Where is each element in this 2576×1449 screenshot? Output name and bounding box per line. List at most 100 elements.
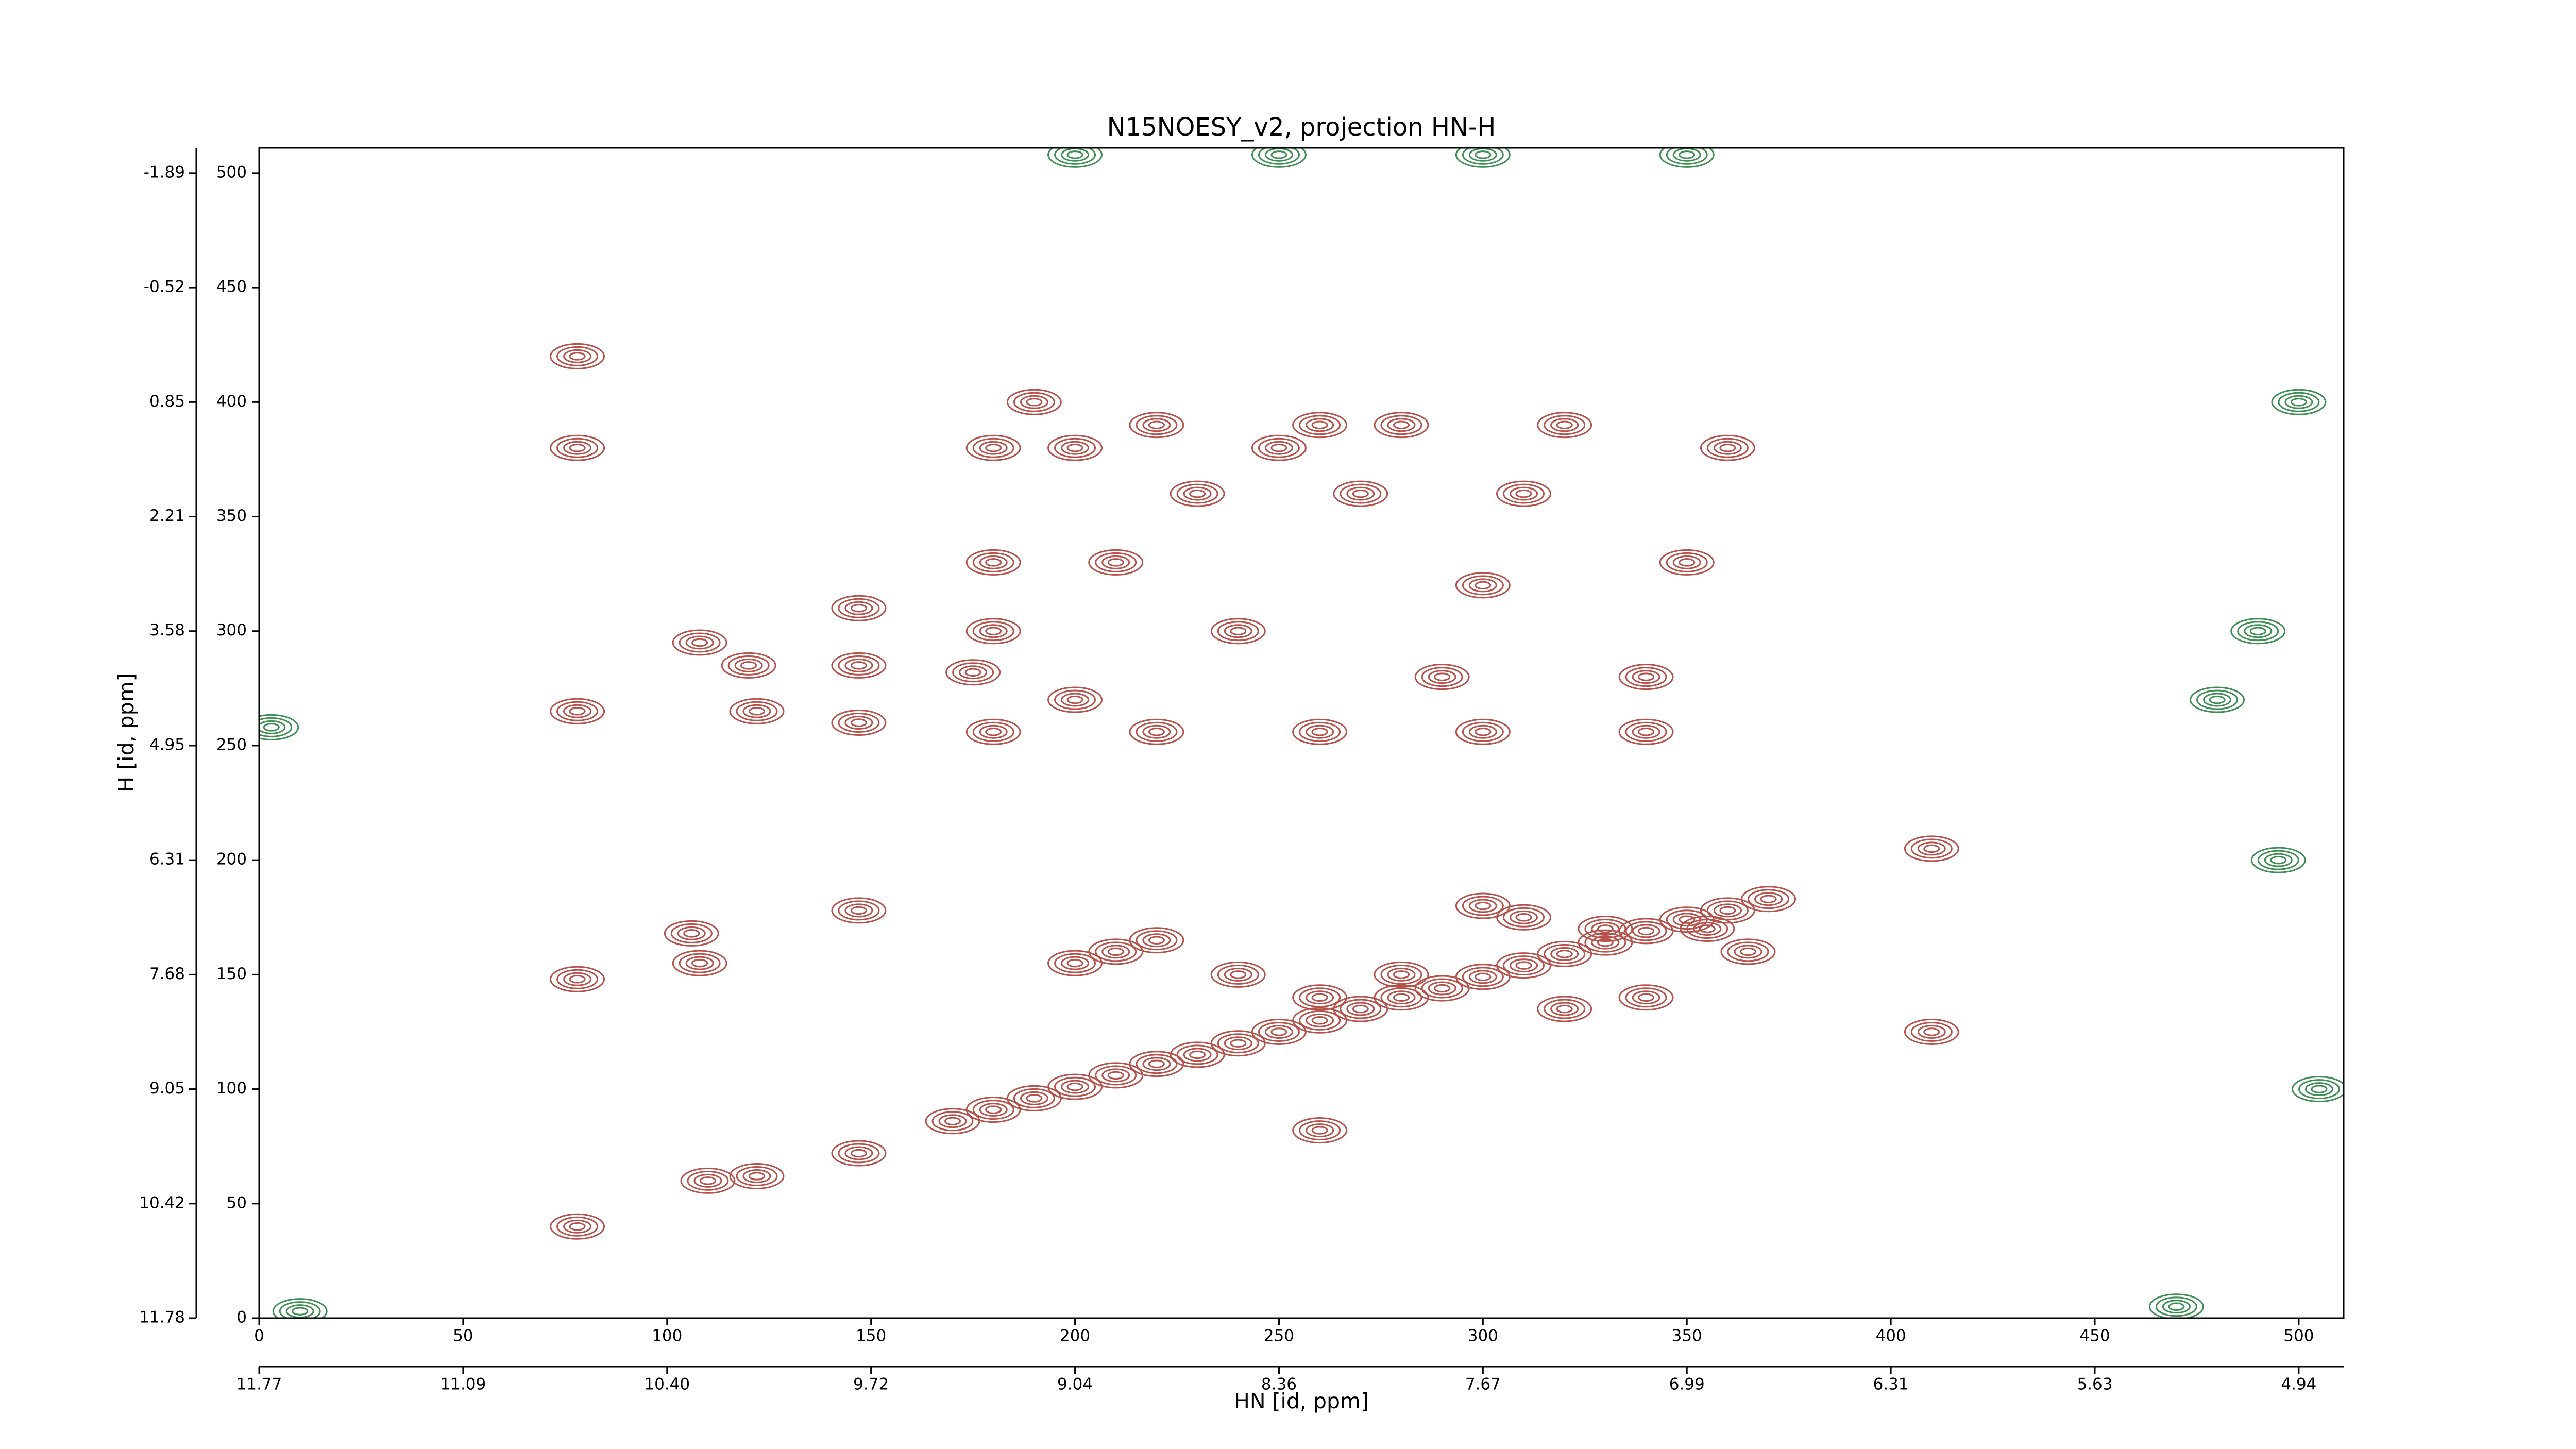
- peak: [945, 659, 1001, 686]
- contour-ring: [1632, 990, 1660, 1005]
- contour-ring: [1148, 1059, 1165, 1068]
- contour-ring: [664, 920, 719, 947]
- contour-ring: [1026, 1094, 1043, 1103]
- contour-ring: [844, 1146, 873, 1160]
- contour-ring: [1591, 921, 1620, 936]
- y-tick-label: 350: [216, 507, 247, 525]
- x-tick-label: 400: [1876, 1327, 1906, 1345]
- peak: [1537, 412, 1592, 439]
- contour-ring: [742, 704, 771, 718]
- contour-ring: [1713, 441, 1742, 455]
- contour-ring: [1054, 1076, 1096, 1097]
- x2-tick-label: 6.99: [1669, 1375, 1705, 1394]
- contour-ring: [1597, 938, 1614, 947]
- contour-ring: [1910, 838, 1953, 859]
- peak: [1088, 938, 1144, 965]
- contour-ring: [2311, 1085, 2328, 1093]
- contour-ring: [1720, 938, 1776, 965]
- contour-ring: [1910, 1021, 1953, 1042]
- peak: [2148, 1293, 2204, 1318]
- contour-ring: [1455, 964, 1511, 990]
- contour-ring: [1148, 728, 1165, 736]
- y-tick-label: 300: [216, 621, 247, 639]
- contour-ring: [1299, 1010, 1341, 1031]
- contour-ring: [850, 1149, 867, 1158]
- contour-ring: [985, 1105, 1002, 1114]
- contour-ring: [569, 1222, 586, 1231]
- contour-ring: [1346, 486, 1375, 501]
- contour-ring: [2155, 1296, 2197, 1317]
- contour-ring: [1054, 689, 1096, 710]
- contour-ring: [1455, 572, 1511, 599]
- contour-ring: [2292, 1076, 2344, 1103]
- y2-tick-label: 4.95: [149, 735, 185, 754]
- contour-ring: [1311, 1016, 1328, 1025]
- contour-ring: [850, 604, 867, 613]
- contour-ring: [1637, 926, 1655, 936]
- contour-ring: [1217, 621, 1259, 642]
- contour-ring: [683, 929, 700, 938]
- contour-ring: [1706, 900, 1749, 921]
- peak: [729, 1162, 785, 1189]
- contour-ring: [1741, 886, 1797, 913]
- contour-ring: [1095, 552, 1137, 572]
- contour-ring: [259, 714, 299, 740]
- contour-ring: [1618, 664, 1674, 690]
- contour-ring: [1387, 967, 1416, 982]
- contour-ring: [1148, 936, 1165, 945]
- contour-ring: [964, 668, 981, 677]
- contour-ring: [685, 635, 714, 650]
- contour-ring: [1230, 970, 1247, 979]
- contour-ring: [1475, 581, 1492, 590]
- contour-ring: [1311, 993, 1328, 1002]
- peak: [1251, 1018, 1307, 1045]
- peak: [1047, 686, 1103, 713]
- contour-ring: [965, 1097, 1021, 1123]
- x2-tick-label: 5.63: [2077, 1375, 2112, 1394]
- contour-ring: [838, 713, 880, 733]
- contour-ring: [1061, 441, 1090, 455]
- contour-ring: [2237, 621, 2279, 642]
- contour-ring: [1632, 924, 1660, 938]
- peak: [1455, 892, 1511, 919]
- contour-ring: [1352, 1004, 1369, 1014]
- contour-ring: [1061, 1080, 1090, 1094]
- contour-ring: [727, 655, 770, 676]
- contour-ring: [1462, 896, 1504, 916]
- peak: [1129, 412, 1184, 439]
- contour-ring: [965, 549, 1021, 576]
- contour-ring: [1468, 578, 1497, 593]
- contour-ring: [1727, 941, 1769, 962]
- contour-ring: [985, 728, 1002, 736]
- peak: [1618, 664, 1674, 690]
- contour-ring: [1066, 695, 1083, 704]
- contour-ring: [1311, 420, 1328, 429]
- contour-ring: [1129, 927, 1184, 954]
- contour-ring: [1210, 961, 1266, 988]
- contour-ring: [1346, 1002, 1375, 1016]
- contour-ring: [721, 652, 776, 679]
- contour-ring: [1496, 904, 1552, 931]
- contour-ring: [972, 1100, 1014, 1120]
- contour-ring: [965, 618, 1021, 645]
- contour-ring: [1455, 718, 1511, 745]
- x2-tick-label: 8.36: [1261, 1375, 1297, 1394]
- y-axis-label: H [id, ppm]: [114, 673, 139, 792]
- contour-ring: [1537, 940, 1592, 967]
- y-tick-label: 150: [216, 965, 247, 983]
- contour-ring: [979, 624, 1008, 638]
- contour-ring: [1270, 443, 1287, 452]
- contour-ring: [1066, 443, 1083, 452]
- contour-ring: [1700, 434, 1755, 461]
- y-tick-label: 100: [216, 1079, 247, 1098]
- contour-ring: [2230, 618, 2286, 645]
- contour-ring: [972, 437, 1014, 458]
- y-tick-label: 400: [216, 392, 247, 411]
- contour-ring: [1496, 480, 1552, 507]
- peak: [1047, 148, 1103, 168]
- contour-ring: [965, 434, 1021, 461]
- contour-ring: [1054, 148, 1096, 165]
- contour-ring: [965, 718, 1021, 745]
- contour-ring: [2249, 627, 2266, 635]
